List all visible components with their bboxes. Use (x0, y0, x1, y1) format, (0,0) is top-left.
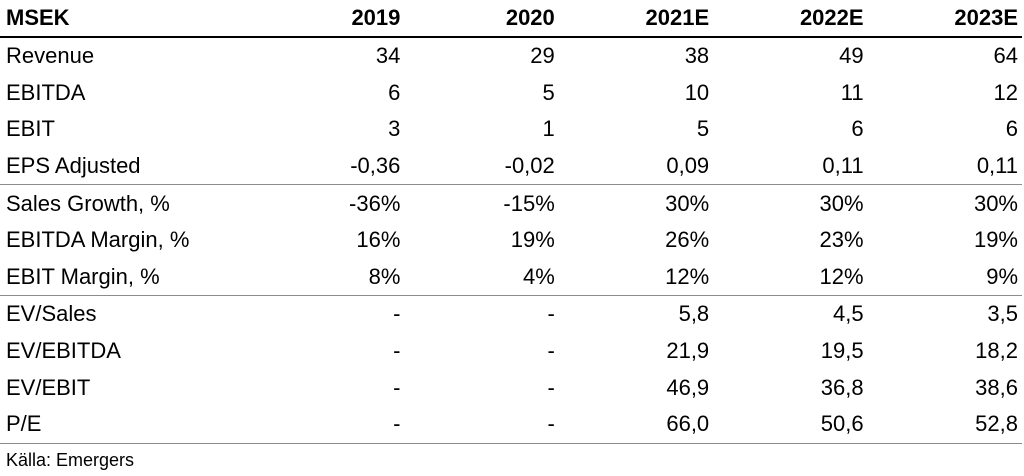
table-cell: 0,09 (666, 153, 710, 179)
table-cell: 66,0 (558, 405, 714, 444)
table-cell: 23% (819, 227, 864, 253)
row-label: Revenue (6, 43, 95, 69)
table-row-ebitda: EBITDA 6 5 10 11 12 (0, 75, 1022, 112)
table-cell: - (547, 374, 555, 400)
table-header-row: MSEK 2019 2020 2021E 2022E 2023E (0, 0, 1022, 38)
table-cell: 12% (819, 263, 864, 289)
table-cell: 30% (867, 184, 1022, 222)
table-cell: 8% (368, 263, 401, 289)
table-cell: 6 (388, 79, 401, 105)
table-cell: 64 (993, 43, 1018, 69)
table-cell: - (393, 338, 401, 364)
table-cell: 3,5 (867, 295, 1022, 333)
table-cell: - (547, 338, 555, 364)
table-cell: 26% (665, 227, 710, 253)
table-cell: 30% (558, 184, 714, 222)
table-cell: 50,6 (713, 405, 868, 444)
table-cell: 10 (684, 79, 710, 105)
table-cell: 4% (522, 263, 555, 289)
row-label: EBIT Margin, % (6, 263, 160, 289)
table-cell: -15% (404, 184, 559, 222)
table-cell: - (404, 405, 559, 444)
column-header-2019: 2019 (250, 0, 405, 38)
table-cell: 46,9 (666, 374, 710, 400)
row-label: Sales Growth, % (0, 184, 250, 222)
table-row-sales-growth: Sales Growth, % -36% -15% 30% 30% 30% (0, 184, 1022, 222)
row-label: EV/Sales (0, 295, 250, 333)
table-cell: 19,5 (820, 338, 864, 364)
table-cell: 6 (851, 116, 864, 142)
table-row-ebitda-margin: EBITDA Margin, % 16% 19% 26% 23% 19% (0, 222, 1022, 259)
table-cell: 38,6 (975, 374, 1018, 400)
table-row-ebit: EBIT 3 1 5 6 6 (0, 111, 1022, 148)
table-cell: 6 (1005, 116, 1018, 142)
table-cell: - (250, 405, 405, 444)
table-cell: 9% (986, 263, 1018, 289)
table-row-ev-ebit: EV/EBIT - - 46,9 36,8 38,6 (0, 369, 1022, 406)
table-cell: 21,9 (666, 338, 710, 364)
source-note: Källa: Emergers (6, 450, 135, 470)
table-cell: 36,8 (820, 374, 864, 400)
table-cell: - (250, 295, 405, 333)
table-row-pe: P/E - - 66,0 50,6 52,8 (0, 405, 1022, 444)
table-row-ev-ebitda: EV/EBITDA - - 21,9 19,5 18,2 (0, 333, 1022, 370)
table-cell: - (393, 374, 401, 400)
table-row-eps-adjusted: EPS Adjusted -0,36 -0,02 0,09 0,11 0,11 (0, 148, 1022, 185)
table-cell: -0,02 (504, 153, 555, 179)
table-cell: 16% (356, 227, 401, 253)
table-cell: -36% (250, 184, 405, 222)
column-header-2021e: 2021E (558, 0, 714, 38)
row-label: EBIT (6, 116, 55, 142)
table-cell: 30% (713, 184, 868, 222)
table-cell: 12% (665, 263, 710, 289)
column-header-2022e: 2022E (713, 0, 868, 38)
table-cell: 49 (839, 43, 864, 69)
table-cell: 0,11 (976, 153, 1018, 179)
table-cell: 34 (375, 43, 401, 69)
table-cell: 29 (530, 43, 555, 69)
table-cell: 19% (973, 227, 1018, 253)
table-cell: 3 (388, 116, 401, 142)
column-header-2023e: 2023E (867, 0, 1022, 38)
table-row-ebit-margin: EBIT Margin, % 8% 4% 12% 12% 9% (0, 259, 1022, 296)
table-cell: 18,2 (975, 338, 1018, 364)
table-cell: 5,8 (558, 295, 714, 333)
table-row-revenue: Revenue 34 29 38 49 64 (0, 37, 1022, 75)
table-cell: 1 (542, 116, 555, 142)
table-cell: -0,36 (350, 153, 401, 179)
table-row-ev-sales: EV/Sales - - 5,8 4,5 3,5 (0, 295, 1022, 333)
row-label: EV/EBITDA (6, 338, 121, 364)
row-label: P/E (0, 405, 250, 444)
row-label: EBITDA Margin, % (6, 227, 190, 253)
row-label: EV/EBIT (6, 374, 91, 400)
table-cell: 5 (542, 79, 555, 105)
table-cell: 0,11 (822, 153, 864, 179)
table-cell: 11 (840, 79, 864, 105)
row-label: EPS Adjusted (6, 153, 141, 179)
financial-table: MSEK 2019 2020 2021E 2022E 2023E Revenue… (0, 0, 1022, 444)
table-cell: 19% (510, 227, 555, 253)
column-header-unit: MSEK (0, 0, 250, 38)
table-cell: 52,8 (867, 405, 1022, 444)
table-cell: 4,5 (713, 295, 868, 333)
table-cell: - (404, 295, 559, 333)
table-cell: 5 (696, 116, 710, 142)
table-cell: 38 (684, 43, 710, 69)
row-label: EBITDA (6, 79, 86, 105)
table-cell: 12 (993, 79, 1018, 105)
column-header-2020: 2020 (404, 0, 559, 38)
